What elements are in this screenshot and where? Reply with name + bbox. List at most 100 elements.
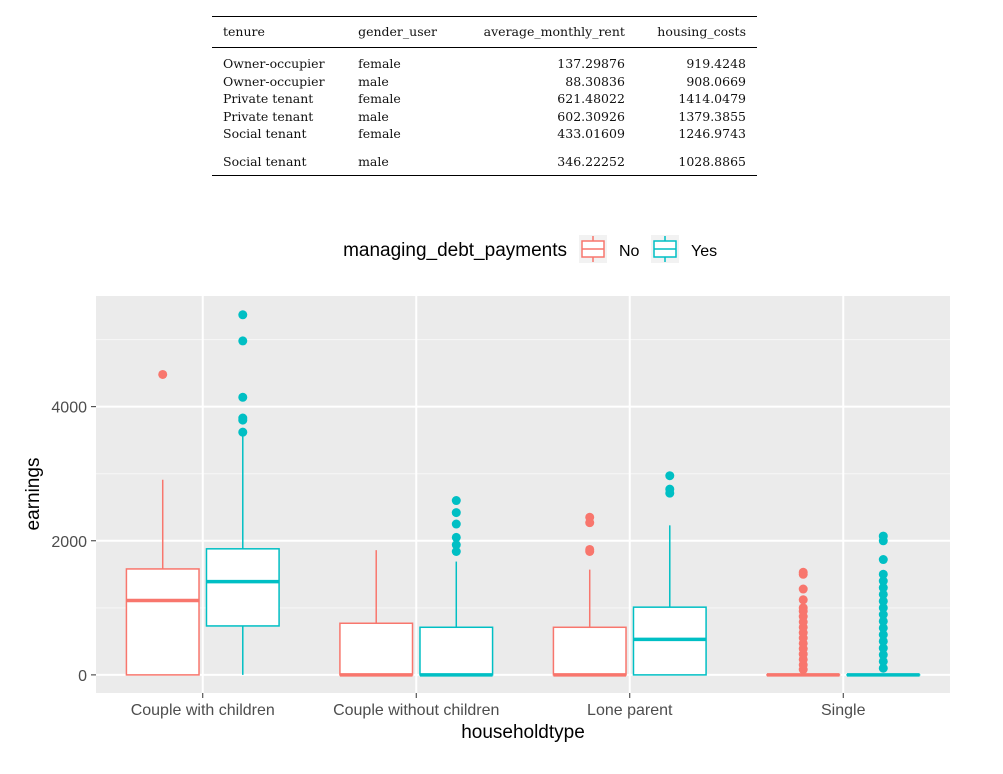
table-cell: 908.0669 xyxy=(686,73,746,89)
outlier-point xyxy=(665,471,675,481)
column-header: tenure xyxy=(212,16,348,48)
box xyxy=(552,626,627,676)
box-group xyxy=(766,567,841,677)
outlier-point xyxy=(878,596,888,606)
outlier-point xyxy=(585,512,595,522)
table-cell: female xyxy=(358,56,401,72)
table-row: Owner-occupier female 137.29876 919.4248 xyxy=(212,48,757,73)
box-group xyxy=(205,310,280,675)
outlier-point xyxy=(238,392,248,402)
outlier-point xyxy=(798,584,808,594)
box-group xyxy=(552,512,627,677)
box-group xyxy=(125,369,200,676)
table-cell: female xyxy=(358,91,401,107)
table-cell: 1379.3855 xyxy=(678,108,746,124)
legend-title: managing_debt_payments xyxy=(343,240,567,261)
box xyxy=(339,622,414,676)
outlier-point xyxy=(158,369,168,379)
box-group xyxy=(419,496,494,677)
major-gridlines xyxy=(96,296,950,693)
table-cell: 1028.8865 xyxy=(678,153,746,169)
y-axis-title: earnings xyxy=(23,458,44,531)
outlier-point xyxy=(878,636,888,646)
legend: managing_debt_payments No Yes xyxy=(343,235,717,263)
outlier-point xyxy=(878,630,888,640)
outlier-point xyxy=(878,569,888,579)
outlier-point xyxy=(238,336,248,346)
y-tick-label: 4000 xyxy=(51,400,87,417)
column-header: gender_user xyxy=(347,16,458,48)
outlier-point xyxy=(451,547,461,557)
outlier-point xyxy=(451,519,461,529)
y-tick-label: 2000 xyxy=(51,534,87,551)
outlier-point xyxy=(451,508,461,518)
outlier-point xyxy=(878,663,888,673)
column-header: average_monthly_rent xyxy=(457,16,636,48)
column-header: housing_costs xyxy=(635,16,757,48)
outlier-point xyxy=(878,603,888,613)
outlier-point xyxy=(798,595,808,605)
table-cell: Social tenant xyxy=(223,153,307,169)
outlier-point xyxy=(878,616,888,626)
x-tick-label: Couple with children xyxy=(131,702,275,719)
table-header-row: tenure gender_user average_monthly_rent … xyxy=(212,16,757,48)
box xyxy=(125,568,200,676)
outlier-point xyxy=(878,610,888,620)
outlier-point xyxy=(878,650,888,660)
outlier-point xyxy=(878,656,888,666)
outlier-point xyxy=(878,531,888,541)
summary-table-container: tenure gender_user average_monthly_rent … xyxy=(212,16,757,176)
outlier-point xyxy=(878,576,888,586)
plot-panel xyxy=(96,296,950,693)
x-tick-label: Single xyxy=(821,702,866,719)
table-cell: 602.30926 xyxy=(557,108,625,124)
outlier-point xyxy=(878,589,888,599)
outlier-point xyxy=(878,623,888,633)
y-axis: 0 2000 4000 xyxy=(51,400,96,685)
outlier-point xyxy=(798,603,808,613)
x-axis: Couple with children Couple without child… xyxy=(131,693,866,719)
table-cell: 919.4248 xyxy=(686,56,746,72)
outlier-point xyxy=(451,532,461,542)
outlier-point xyxy=(665,484,675,494)
table-cell: male xyxy=(358,73,389,89)
table-cell: Owner-occupier xyxy=(223,73,325,89)
table-cell: Private tenant xyxy=(223,91,314,107)
table-cell: Social tenant xyxy=(223,126,307,142)
outlier-point xyxy=(798,567,808,577)
legend-label: No xyxy=(619,243,640,260)
table-row: Social tenant female 433.01609 1246.9743 xyxy=(212,125,757,143)
x-axis-title: householdtype xyxy=(461,722,585,743)
legend-key: No xyxy=(579,235,640,263)
box xyxy=(205,548,280,627)
outlier-point xyxy=(585,544,595,554)
x-tick-label: Couple without children xyxy=(333,702,499,719)
outlier-point xyxy=(451,496,461,506)
table-row: Social tenant male 346.22252 1028.8865 xyxy=(212,143,757,176)
outlier-point xyxy=(238,413,248,423)
table-cell: 88.30836 xyxy=(565,73,625,89)
outlier-point xyxy=(878,555,888,565)
table-cell: 1246.9743 xyxy=(678,126,746,142)
table-cell: 433.01609 xyxy=(557,126,625,142)
table-cell: 1414.0479 xyxy=(678,91,746,107)
box-group xyxy=(632,471,707,676)
box-layer xyxy=(125,310,921,677)
box-group xyxy=(339,550,414,677)
box-group xyxy=(846,531,921,677)
outlier-point xyxy=(238,427,248,437)
table-cell: 621.48022 xyxy=(557,91,625,107)
box xyxy=(419,626,494,676)
x-tick-label: Lone parent xyxy=(587,702,673,719)
legend-key: Yes xyxy=(651,235,717,263)
table-row: Owner-occupier male 88.30836 908.0669 xyxy=(212,73,757,91)
outlier-point xyxy=(878,583,888,593)
legend-label: Yes xyxy=(691,243,717,260)
table-cell: 137.29876 xyxy=(557,56,625,72)
outlier-point xyxy=(878,643,888,653)
outlier-point xyxy=(238,310,248,320)
outlier-point xyxy=(451,540,461,550)
y-tick-label: 0 xyxy=(78,668,87,685)
table-cell: Owner-occupier xyxy=(223,56,325,72)
